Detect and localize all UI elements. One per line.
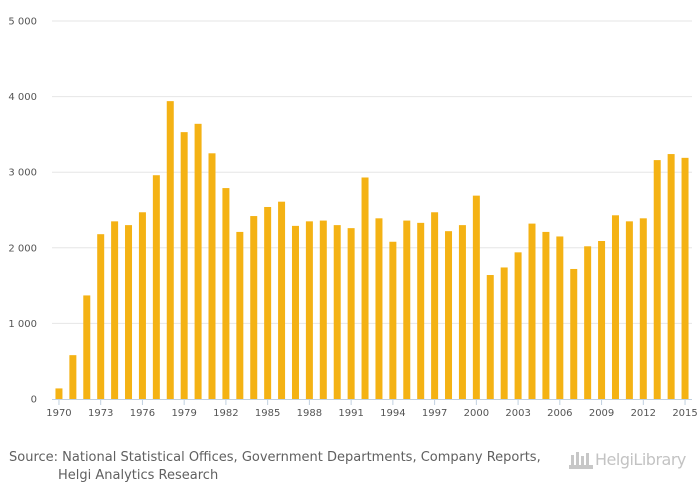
bar-2001 [486, 275, 494, 399]
bar-1971 [69, 355, 77, 399]
bar-1974 [111, 221, 119, 399]
bar-1990 [333, 225, 341, 399]
x-tick-label: 2012 [631, 408, 656, 419]
bar-2002 [500, 267, 508, 399]
bar-1984 [250, 216, 258, 399]
bar-1995 [403, 220, 411, 399]
bar-series [55, 101, 689, 399]
source-note: Source: National Statistical Offices, Go… [9, 449, 549, 485]
bar-2005 [542, 231, 550, 399]
x-tick-label: 1988 [297, 408, 322, 419]
x-tick-label: 2015 [672, 408, 697, 419]
bar-1982 [222, 188, 230, 399]
x-axis-tick-labels: 1970 1973 1976 1979 1982 1985 1988 1991 1994 1997… [46, 408, 698, 419]
y-tick-label: 3 000 [8, 168, 37, 179]
bar-2014 [667, 154, 675, 399]
bar-2015 [681, 157, 689, 399]
bar-2011 [625, 221, 633, 399]
bar-2007 [570, 268, 578, 399]
x-tick-label: 1976 [130, 408, 155, 419]
logo-text: HelgiLibrary [595, 450, 686, 469]
bar-1975 [125, 225, 133, 399]
x-tick-label: 1970 [46, 408, 71, 419]
helgi-library-icon [569, 452, 593, 469]
y-tick-label: 4 000 [8, 92, 37, 103]
bar-2006 [556, 236, 564, 399]
bar-2004 [528, 223, 536, 399]
bar-1997 [431, 212, 439, 399]
bar-1991 [347, 228, 355, 399]
y-axis-tick-labels: 0 1 000 2 000 3 000 4 000 5 000 [8, 17, 37, 406]
x-tick-label: 1973 [88, 408, 113, 419]
bar-2010 [611, 215, 619, 399]
bar-1996 [417, 222, 425, 399]
bar-1987 [291, 225, 299, 399]
x-tick-label: 2006 [547, 408, 572, 419]
x-tick-label: 1994 [380, 408, 405, 419]
bar-1988 [305, 221, 313, 399]
bar-2003 [514, 252, 522, 399]
source-line-2: Helgi Analytics Research [58, 468, 219, 483]
bar-1978 [166, 101, 174, 399]
bar-1981 [208, 153, 216, 399]
grid-lines [52, 20, 692, 324]
bar-1976 [138, 212, 146, 399]
x-tick-label: 1982 [213, 408, 238, 419]
bar-2012 [639, 218, 647, 399]
bar-2008 [584, 246, 592, 399]
x-tick-label: 2009 [589, 408, 614, 419]
x-tick-label: 1997 [422, 408, 447, 419]
bar-2009 [598, 241, 606, 399]
bar-2013 [653, 160, 661, 399]
bar-1994 [389, 241, 397, 399]
bar-1989 [319, 220, 327, 399]
bar-1979 [180, 132, 188, 399]
bar-1998 [445, 231, 453, 399]
x-tick-label: 1991 [338, 408, 363, 419]
bar-1986 [278, 201, 286, 399]
x-tick-label: 2000 [464, 408, 489, 419]
bar-1977 [152, 175, 160, 399]
bar-1992 [361, 177, 369, 399]
bar-1972 [83, 295, 91, 399]
x-tick-label: 1985 [255, 408, 280, 419]
bar-2000 [472, 195, 480, 399]
bar-1993 [375, 218, 383, 399]
y-tick-label: 0 [31, 395, 37, 406]
x-tick-label: 1979 [171, 408, 196, 419]
bar-1970 [55, 388, 63, 399]
y-tick-label: 1 000 [8, 319, 37, 330]
x-tick-label: 2003 [505, 408, 530, 419]
bar-1999 [458, 225, 466, 399]
y-tick-label: 5 000 [8, 17, 37, 28]
x-axis [52, 399, 692, 405]
helgi-library-logo: HelgiLibrary [568, 448, 692, 474]
y-tick-label: 2 000 [8, 243, 37, 254]
bar-1985 [264, 206, 272, 399]
source-line-1: Source: National Statistical Offices, Go… [9, 450, 541, 465]
bar-1983 [236, 231, 244, 399]
bar-1973 [97, 234, 105, 399]
bar-1980 [194, 123, 202, 399]
